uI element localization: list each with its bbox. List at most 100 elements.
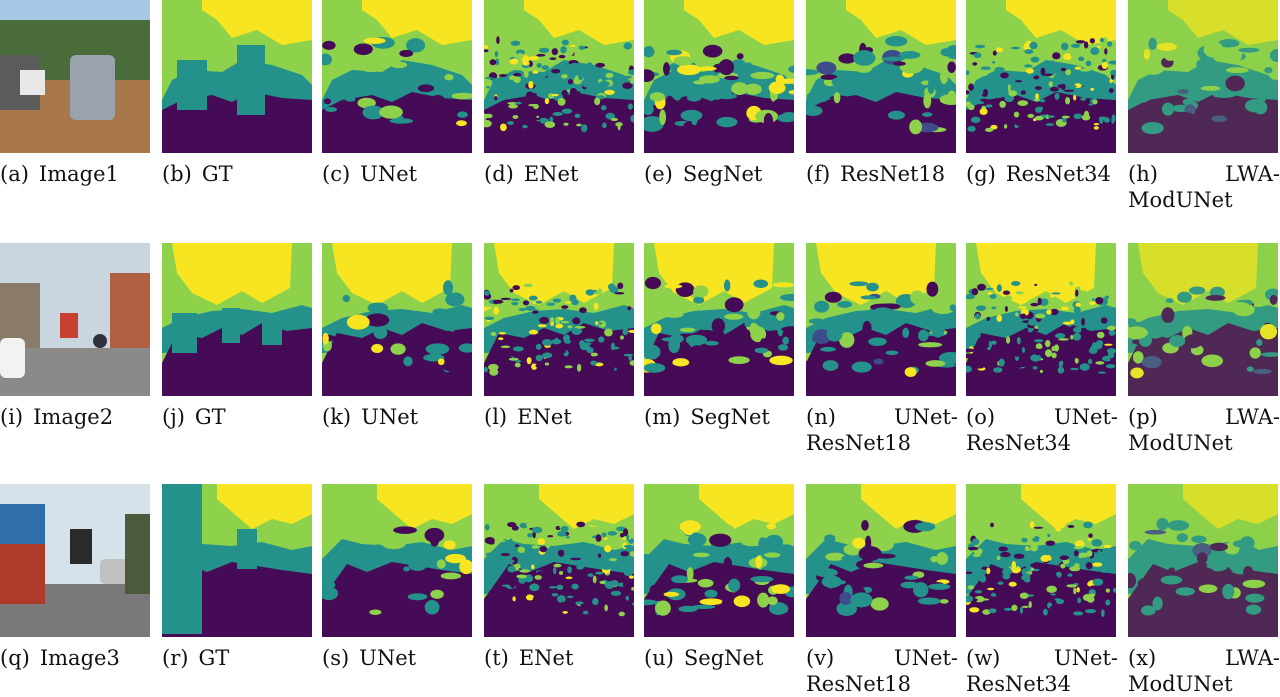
subfigure-caption: (g) ResNet34 (966, 161, 1118, 187)
input-photo (0, 484, 150, 637)
subfigure-title: ENet (517, 405, 572, 429)
subfigure-title: LWA- (1225, 405, 1280, 429)
segmentation-map (644, 243, 794, 396)
segmentation-map (1128, 484, 1278, 637)
subfigure-title: UNet (361, 405, 419, 429)
subfigure-caption: (k) UNet (322, 404, 474, 430)
segmentation-map (966, 484, 1116, 637)
subfigure-caption: (j) GT (162, 404, 314, 430)
subfigure-caption: (p) LWA- ModUNet (1128, 404, 1280, 456)
segmentation-map (162, 484, 312, 637)
subfigure-label: (n) (806, 405, 836, 429)
subfigure-title: LWA- (1225, 646, 1280, 670)
subfigure-title: ENet (518, 646, 574, 670)
segmentation-map (1128, 243, 1278, 396)
segmentation-map (322, 484, 472, 637)
segmentation-map (162, 243, 312, 396)
segmentation-map (162, 0, 312, 153)
subfigure-label: (w) (966, 646, 1001, 670)
subfigure-title-continued: ModUNet (1128, 431, 1233, 455)
subfigure-label: (x) (1128, 646, 1157, 670)
subfigure-caption: (n) UNet- ResNet18 (806, 404, 958, 456)
input-photo (0, 0, 150, 153)
segmentation-map (484, 243, 634, 396)
subfigure-label: (o) (966, 405, 996, 429)
subfigure-caption: (r) GT (162, 645, 314, 671)
subfigure-label: (g) (966, 162, 996, 186)
subfigure-label: (f) (806, 162, 831, 186)
subfigure-title-continued: ModUNet (1128, 672, 1233, 696)
subfigure-caption: (v) UNet- ResNet18 (806, 645, 958, 697)
subfigure-label: (p) (1128, 405, 1158, 429)
segmentation-map (484, 484, 634, 637)
subfigure-label: (r) (162, 646, 189, 670)
subfigure-title: UNet- (1053, 646, 1118, 670)
subfigure-caption: (c) UNet (322, 161, 474, 187)
subfigure-label: (e) (644, 162, 673, 186)
subfigure-caption: (o) UNet- ResNet34 (966, 404, 1118, 456)
segmentation-map (644, 0, 794, 153)
subfigure-label: (t) (484, 646, 509, 670)
subfigure-label: (s) (322, 646, 350, 670)
segmentation-map (966, 243, 1116, 396)
segmentation-map (1128, 0, 1278, 153)
subfigure-title: SegNet (690, 405, 770, 429)
segmentation-map (644, 484, 794, 637)
subfigure-title-continued: ResNet34 (966, 672, 1071, 696)
subfigure-label: (j) (162, 405, 185, 429)
subfigure-label: (c) (322, 162, 351, 186)
subfigure-title: ResNet34 (1005, 162, 1111, 186)
subfigure-caption: (w) UNet- ResNet34 (966, 645, 1118, 697)
subfigure-caption: (m) SegNet (644, 404, 796, 430)
subfigure-title: SegNet (683, 646, 764, 670)
segmentation-map (484, 0, 634, 153)
subfigure-caption: (t) ENet (484, 645, 636, 671)
subfigure-label: (u) (644, 646, 674, 670)
subfigure-label: (i) (0, 405, 24, 429)
subfigure-title: GT (201, 162, 233, 186)
subfigure-caption: (a) Image1 (0, 161, 152, 187)
subfigure-title: Image3 (39, 646, 120, 670)
subfigure-title: UNet (360, 162, 418, 186)
subfigure-caption: (e) SegNet (644, 161, 796, 187)
subfigure-title: UNet- (893, 405, 958, 429)
subfigure-title: Image2 (33, 405, 114, 429)
segmentation-map (966, 0, 1116, 153)
subfigure-label: (l) (484, 405, 508, 429)
subfigure-title: GT (198, 646, 230, 670)
subfigure-title-continued: ModUNet (1128, 188, 1233, 212)
subfigure-caption: (x) LWA- ModUNet (1128, 645, 1280, 697)
input-photo (0, 243, 150, 396)
subfigure-label: (k) (322, 405, 352, 429)
subfigure-caption: (q) Image3 (0, 645, 152, 671)
subfigure-label: (b) (162, 162, 192, 186)
subfigure-label: (a) (0, 162, 29, 186)
subfigure-title: UNet (359, 646, 417, 670)
subfigure-label: (h) (1128, 162, 1158, 186)
subfigure-caption: (i) Image2 (0, 404, 152, 430)
subfigure-title-continued: ResNet18 (806, 431, 911, 455)
subfigure-caption: (b) GT (162, 161, 314, 187)
subfigure-caption: (h) LWA- ModUNet (1128, 161, 1280, 213)
segmentation-map (806, 484, 956, 637)
subfigure-label: (m) (644, 405, 681, 429)
subfigure-title: ResNet18 (840, 162, 946, 186)
subfigure-label: (v) (806, 646, 835, 670)
subfigure-caption: (f) ResNet18 (806, 161, 958, 187)
segmentation-map (322, 243, 472, 396)
subfigure-title-continued: ResNet18 (806, 672, 911, 696)
subfigure-caption: (l) ENet (484, 404, 636, 430)
subfigure-title: UNet- (1053, 405, 1118, 429)
segmentation-map (322, 0, 472, 153)
subfigure-caption: (d) ENet (484, 161, 636, 187)
subfigure-title: SegNet (682, 162, 763, 186)
segmentation-map (806, 0, 956, 153)
segmentation-map (806, 243, 956, 396)
subfigure-caption: (s) UNet (322, 645, 474, 671)
subfigure-label: (q) (0, 646, 30, 670)
subfigure-caption: (u) SegNet (644, 645, 796, 671)
subfigure-title: LWA- (1225, 162, 1280, 186)
subfigure-title: ENet (523, 162, 579, 186)
subfigure-title: Image1 (38, 162, 119, 186)
